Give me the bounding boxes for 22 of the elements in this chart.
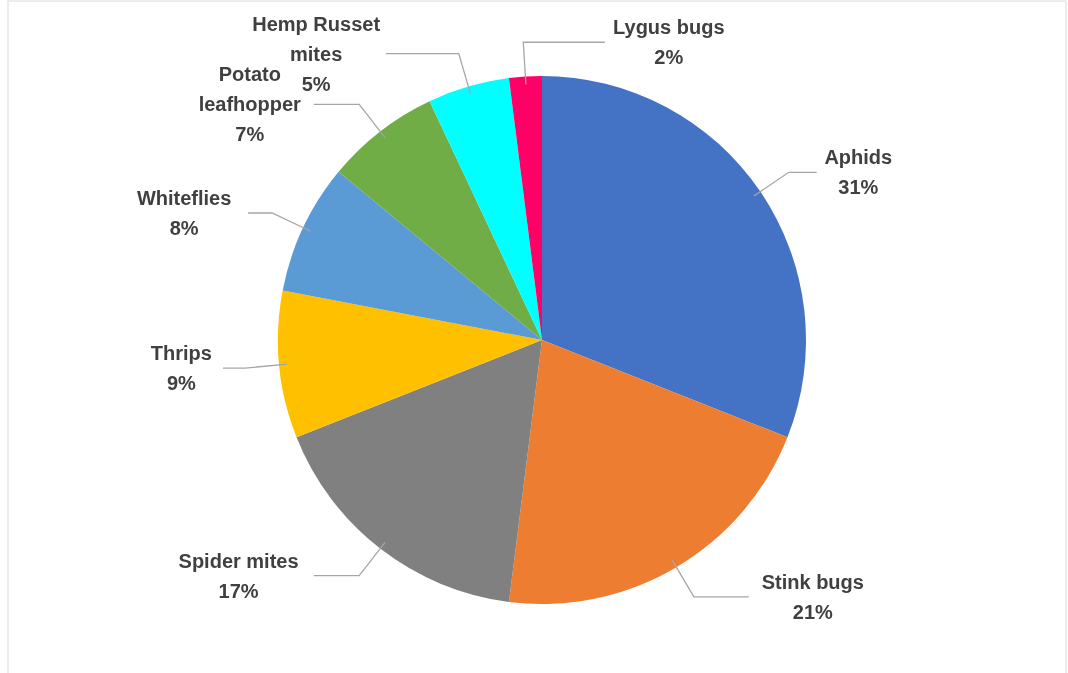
data-label: 7%	[235, 123, 265, 146]
data-label: 21%	[792, 600, 834, 623]
slice-label: Thrips	[150, 342, 212, 365]
slice-label: Aphids	[824, 146, 893, 169]
data-label: 8%	[169, 216, 199, 239]
pie-slice	[429, 78, 542, 340]
data-label: 31%	[838, 176, 879, 199]
data-label: 9%	[166, 372, 197, 395]
pie-slice	[278, 290, 542, 438]
slice-label: Stink bugs	[761, 570, 864, 593]
slice-label: Lygus bugs	[613, 16, 725, 39]
data-label: 2%	[654, 46, 684, 69]
pie-slice	[282, 171, 542, 340]
pie-slice	[338, 101, 542, 340]
slice-label: Hemp Russet mites	[252, 12, 381, 65]
pie-slice	[542, 76, 806, 438]
data-label: 5%	[301, 72, 331, 95]
data-label: 17%	[218, 579, 259, 602]
pie-slice	[296, 340, 542, 602]
slice-label: Potato leafhopper	[198, 63, 302, 116]
slice-label: Whiteflies	[136, 186, 232, 209]
slice-label: Spider mites	[178, 549, 299, 572]
